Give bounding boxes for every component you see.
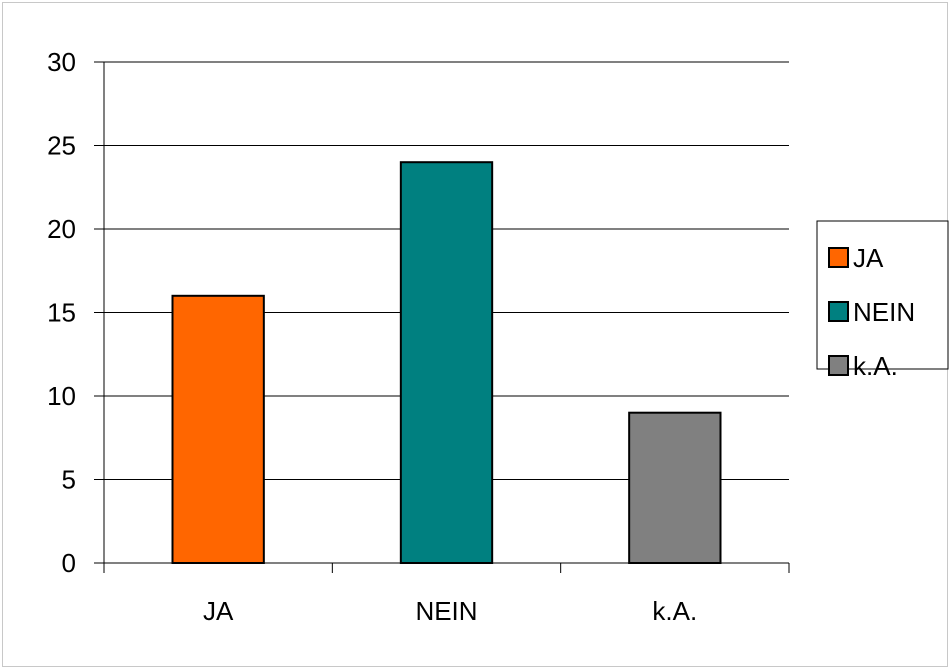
y-tick-label-20: 20 (47, 214, 76, 244)
y-tick-label-5: 5 (62, 465, 76, 495)
y-tick-label-10: 10 (47, 381, 76, 411)
bar-ja (171, 294, 265, 564)
y-axis: 0 5 10 15 20 25 30 (47, 47, 105, 578)
legend-swatch (828, 355, 849, 376)
x-category-label: k.A. (652, 596, 697, 626)
x-category-label: NEIN (415, 596, 477, 626)
bar-nein (399, 161, 494, 564)
y-tick-label-25: 25 (47, 131, 76, 161)
legend-entry-label: NEIN (853, 297, 915, 327)
x-category-label: JA (203, 596, 234, 626)
legend: JA NEIN k.A. (816, 220, 949, 381)
legend-box (816, 220, 949, 370)
bars (171, 161, 722, 565)
legend-swatch (828, 247, 849, 268)
legend-swatch (828, 301, 849, 322)
x-axis: JA NEIN k.A. (103, 562, 790, 626)
legend-entry-label: k.A. (853, 351, 898, 381)
y-tick-label-15: 15 (47, 298, 76, 328)
legend-entry-label: JA (853, 243, 884, 273)
bar-k-a- (628, 411, 722, 565)
y-tick-label-0: 0 (62, 548, 76, 578)
y-tick-label-30: 30 (47, 47, 76, 77)
